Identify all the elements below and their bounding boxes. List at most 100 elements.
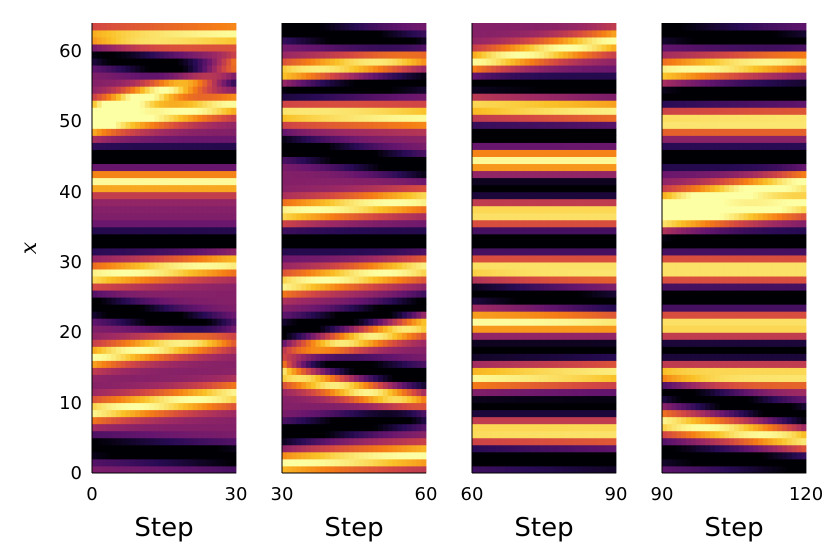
heatmap-cell	[116, 58, 122, 66]
heatmap-cell	[548, 212, 554, 221]
heatmap-cell	[296, 395, 302, 404]
heatmap-cell	[416, 205, 422, 214]
heatmap-cell	[397, 283, 403, 291]
heatmap-cell	[344, 276, 350, 284]
heatmap-cell	[310, 332, 316, 340]
heatmap-cell	[515, 311, 521, 319]
heatmap-cell	[125, 233, 131, 242]
heatmap-cell	[330, 114, 336, 122]
heatmap-cell	[183, 72, 189, 80]
heatmap-cell	[130, 142, 136, 150]
heatmap-cell	[207, 395, 213, 404]
heatmap-cell	[486, 318, 492, 326]
heatmap-cell	[164, 402, 170, 411]
heatmap-cell	[154, 430, 160, 439]
heatmap-cell	[510, 37, 516, 45]
heatmap-cell	[149, 163, 155, 172]
heatmap-cell	[534, 360, 540, 368]
heatmap-cell	[120, 458, 126, 467]
heatmap-cell	[286, 79, 292, 87]
heatmap-cell	[349, 297, 355, 305]
heatmap-cell	[544, 163, 550, 172]
heatmap-cell	[106, 381, 112, 390]
heatmap-cell	[416, 219, 422, 228]
heatmap-cell	[402, 170, 408, 179]
heatmap-cell	[476, 318, 482, 326]
heatmap-cell	[96, 149, 102, 157]
heatmap-cell	[140, 212, 146, 221]
heatmap-cell	[421, 283, 427, 291]
heatmap-cell	[96, 51, 102, 59]
heatmap-cell	[144, 30, 150, 38]
heatmap-cell	[339, 121, 345, 129]
heatmap-cell	[486, 374, 492, 382]
heatmap-cell	[368, 416, 374, 425]
heatmap-cell	[411, 212, 417, 221]
heatmap-cell	[539, 465, 545, 474]
heatmap-cell	[306, 360, 312, 368]
heatmap-cell	[344, 212, 350, 221]
heatmap-cell	[406, 86, 412, 94]
heatmap-cell	[125, 395, 131, 404]
heatmap-cell	[197, 395, 203, 404]
heatmap-cell	[197, 100, 203, 108]
heatmap-cell	[178, 135, 184, 143]
heatmap-cell	[421, 416, 427, 425]
heatmap-cell	[120, 219, 126, 228]
heatmap-cell	[382, 353, 388, 361]
heatmap-cell	[202, 114, 208, 122]
heatmap-cell	[92, 283, 98, 291]
heatmap-cell	[520, 128, 526, 136]
heatmap-cell	[476, 269, 482, 277]
heatmap-cell	[154, 255, 160, 263]
heatmap-cell	[325, 156, 331, 165]
heatmap-cell	[111, 114, 117, 122]
heatmap-cell	[491, 233, 497, 242]
heatmap-cell	[144, 86, 150, 94]
heatmap-cell	[149, 437, 155, 446]
heatmap-cell	[505, 72, 511, 80]
heatmap-cell	[334, 79, 340, 87]
heatmap-cell	[515, 409, 521, 418]
heatmap-cell	[330, 51, 336, 59]
heatmap-cell	[373, 184, 379, 193]
heatmap-cell	[282, 156, 288, 165]
heatmap-cell	[212, 219, 218, 228]
heatmap-cell	[125, 205, 131, 214]
heatmap-cell	[397, 240, 403, 249]
heatmap-cell	[539, 240, 545, 249]
heatmap-cell	[212, 367, 218, 375]
heatmap-cell	[231, 58, 237, 66]
heatmap-cell	[296, 233, 302, 242]
heatmap-cell	[411, 86, 417, 94]
heatmap-cell	[387, 416, 393, 425]
heatmap-cell	[197, 135, 203, 143]
heatmap-cell	[296, 248, 302, 256]
heatmap-cell	[286, 248, 292, 256]
heatmap-cell	[183, 184, 189, 193]
heatmap-cell	[301, 44, 307, 52]
heatmap-cell	[291, 290, 297, 298]
heatmap-cell	[402, 353, 408, 361]
heatmap-cell	[310, 23, 316, 31]
heatmap-cell	[373, 163, 379, 172]
heatmap-cell	[92, 255, 98, 263]
heatmap-cell	[125, 51, 131, 59]
heatmap-cell	[226, 444, 232, 453]
heatmap-cell	[358, 297, 364, 305]
heatmap-cell	[505, 170, 511, 179]
heatmap-cell	[111, 72, 117, 80]
heatmap-cell	[315, 269, 321, 277]
heatmap-cell	[520, 37, 526, 45]
heatmap-cell	[168, 240, 174, 249]
heatmap-cell	[140, 107, 146, 115]
heatmap-cell	[325, 367, 331, 375]
heatmap-cell	[339, 423, 345, 432]
heatmap-cell	[524, 437, 530, 446]
heatmap-cell	[286, 86, 292, 94]
heatmap-cell	[306, 128, 312, 136]
heatmap-cell	[491, 388, 497, 397]
heatmap-cells-2	[282, 23, 427, 474]
heatmap-cell	[159, 269, 165, 277]
heatmap-cell	[315, 339, 321, 347]
